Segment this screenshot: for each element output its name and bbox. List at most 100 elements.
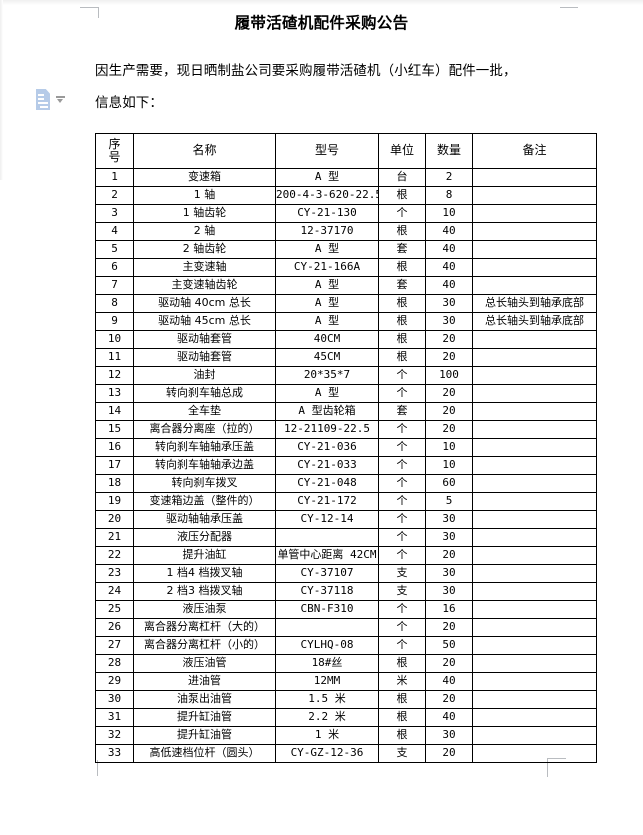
cell-note — [472, 276, 597, 295]
cell-unit: 个 — [378, 492, 426, 511]
cell-unit: 个 — [378, 384, 426, 403]
cell-note — [472, 348, 597, 367]
table-row: 33 高低速档位杆（圆头） CY-GZ-12-36 支 20 — [95, 744, 597, 763]
cell-unit: 根 — [378, 726, 426, 745]
cell-name: 提升缸油管 — [133, 708, 276, 727]
cell-no: 29 — [95, 672, 134, 691]
cell-no: 30 — [95, 690, 134, 709]
table-row: 15 离合器分离座（拉的） 12-21109-22.5 个 20 — [95, 420, 597, 439]
cell-qty: 30 — [425, 510, 473, 529]
cell-name: 驱动轴 45cm 总长 — [133, 312, 276, 331]
table-row: 12 油封 20*35*7 个 100 — [95, 366, 597, 385]
cell-model: 2.2 米 — [275, 708, 379, 727]
cell-note — [472, 330, 597, 349]
cell-qty: 20 — [425, 420, 473, 439]
cell-model: CY-21-033 — [275, 456, 379, 475]
cell-name: 提升缸油管 — [133, 726, 276, 745]
cell-model: CY-37107 — [275, 564, 379, 583]
cell-no: 16 — [95, 438, 134, 457]
cell-no: 26 — [95, 618, 134, 637]
cell-no: 1 — [95, 168, 134, 187]
margin-mark-bottom-left — [97, 760, 98, 776]
cell-note — [472, 222, 597, 241]
cell-note — [472, 654, 597, 673]
table-row: 14 全车垫 A 型齿轮箱套 20 — [95, 402, 597, 421]
cell-qty: 5 — [425, 492, 473, 511]
cell-model: CY-21-048 — [275, 474, 379, 493]
table-row: 30 油泵出油管 1.5 米根 20 — [95, 690, 597, 709]
cell-name: 转向刹车轴总成 — [133, 384, 276, 403]
cell-note — [472, 600, 597, 619]
cell-no: 9 — [95, 312, 134, 331]
cell-note — [472, 186, 597, 205]
cell-model: 1.5 米 — [275, 690, 379, 709]
cell-no: 8 — [95, 294, 134, 313]
cell-qty: 20 — [425, 744, 473, 763]
cell-no: 19 — [95, 492, 134, 511]
cell-unit: 个 — [378, 546, 426, 565]
cell-unit: 个 — [378, 204, 426, 223]
column-header-qty: 数量 — [425, 133, 473, 169]
cell-model: A 型 — [275, 276, 379, 295]
table-row: 7 主变速轴齿轮 A 型套 40 — [95, 276, 597, 295]
cell-model: A 型 — [275, 312, 379, 331]
cell-model: A 型 — [275, 294, 379, 313]
cell-note — [472, 384, 597, 403]
cell-unit: 根 — [378, 222, 426, 241]
cell-unit: 个 — [378, 420, 426, 439]
cell-note — [472, 492, 597, 511]
cell-name: 主变速轴 — [133, 258, 276, 277]
table-row: 27 离合器分离杠杆（小的） CYLHQ-08 个 50 — [95, 636, 597, 655]
cell-qty: 40 — [425, 258, 473, 277]
page-title: 履带活碴机配件采购公告 — [234, 14, 409, 32]
cell-name: 2 轴齿轮 — [133, 240, 276, 259]
cell-name: 驱动轴套管 — [133, 348, 276, 367]
cell-name: 1 轴 — [133, 186, 276, 205]
cell-no: 4 — [95, 222, 134, 241]
table-row: 16 转向刹车轴轴承压盖 CY-21-036 个 10 — [95, 438, 597, 457]
cell-model — [275, 618, 379, 637]
cell-model: 12-21109-22.5 — [275, 420, 379, 439]
cell-note — [472, 582, 597, 601]
cell-note — [472, 726, 597, 745]
cell-model: CY-21-130 — [275, 204, 379, 223]
cell-note — [472, 366, 597, 385]
cell-no: 14 — [95, 402, 134, 421]
cell-qty: 2 — [425, 168, 473, 187]
cell-unit: 个 — [378, 366, 426, 385]
table-row: 32 提升缸油管 1 米根 30 — [95, 726, 597, 745]
cell-unit: 根 — [378, 258, 426, 277]
cell-qty: 30 — [425, 294, 473, 313]
cell-qty: 16 — [425, 600, 473, 619]
cell-name: 变速箱 — [133, 168, 276, 187]
paste-options-smart-tag[interactable] — [36, 89, 65, 110]
cell-no: 31 — [95, 708, 134, 727]
cell-name: 液压油管 — [133, 654, 276, 673]
chevron-down-icon[interactable] — [56, 95, 65, 104]
cell-model: CYLHQ-08 — [275, 636, 379, 655]
cell-unit: 米 — [378, 672, 426, 691]
cell-qty: 20 — [425, 384, 473, 403]
cell-unit: 个 — [378, 474, 426, 493]
cell-unit: 根 — [378, 654, 426, 673]
cell-unit: 支 — [378, 582, 426, 601]
cell-unit: 套 — [378, 276, 426, 295]
cell-no: 25 — [95, 600, 134, 619]
cell-no: 3 — [95, 204, 134, 223]
cell-name: 进油管 — [133, 672, 276, 691]
cell-qty: 40 — [425, 240, 473, 259]
cell-qty: 20 — [425, 654, 473, 673]
cell-model: 20*35*7 — [275, 366, 379, 385]
cell-note — [472, 708, 597, 727]
cell-model: CY-37118 — [275, 582, 379, 601]
cell-no: 5 — [95, 240, 134, 259]
cell-name: 变速箱边盖（整件的） — [133, 492, 276, 511]
cell-note — [472, 744, 597, 763]
cell-name: 离合器分离杠杆（小的） — [133, 636, 276, 655]
cell-name: 离合器分离杠杆（大的） — [133, 618, 276, 637]
column-header-model: 型号 — [275, 133, 379, 169]
cell-unit: 个 — [378, 510, 426, 529]
